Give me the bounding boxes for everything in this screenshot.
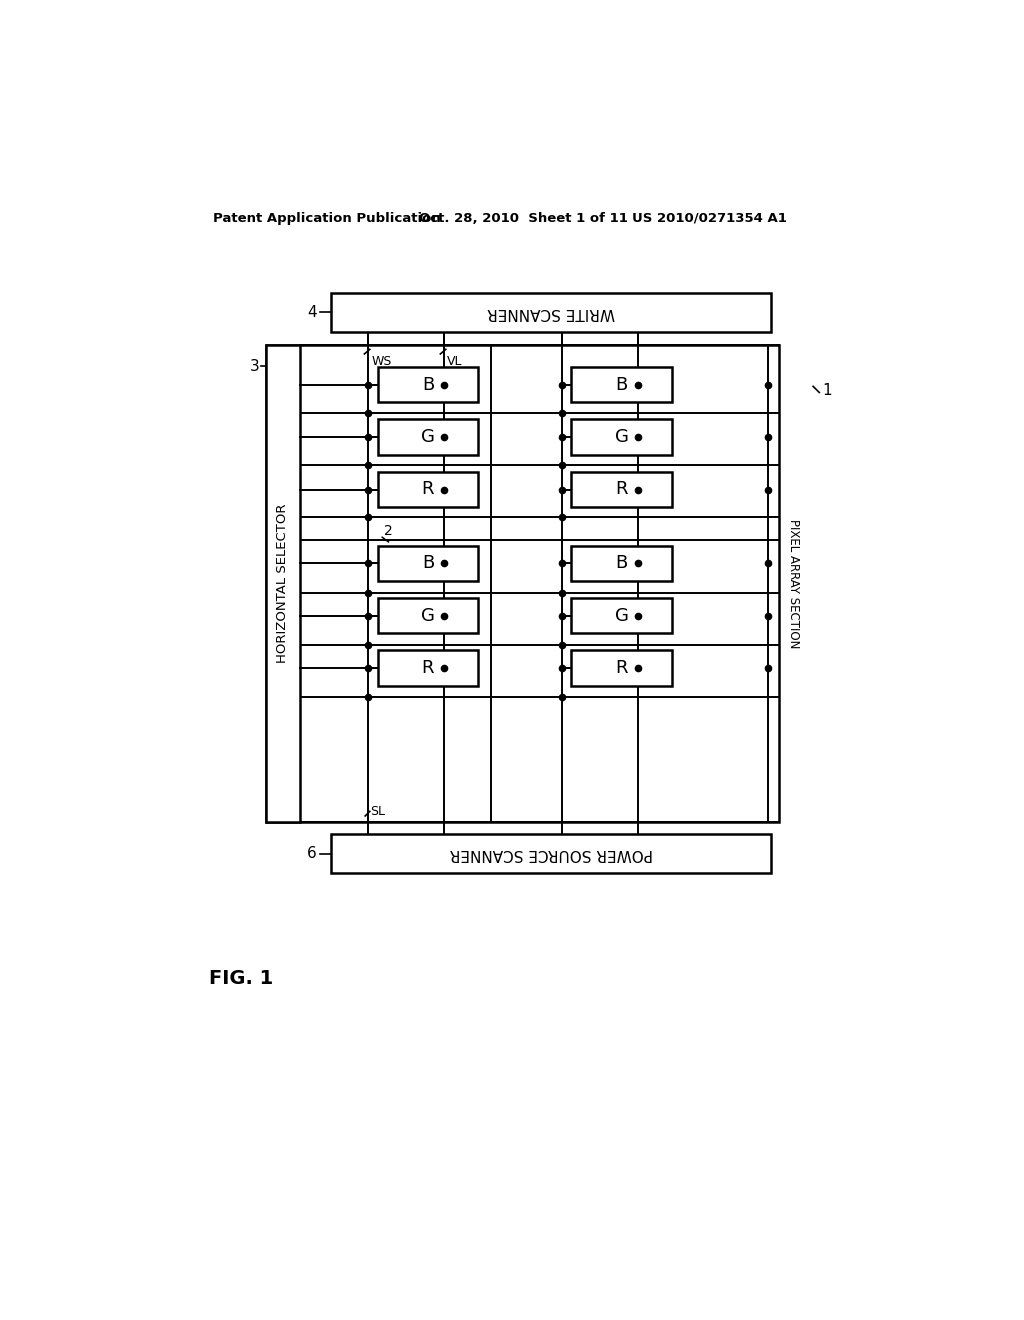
Text: R: R [422,659,434,677]
Text: POWER SOURCE SCANNER: POWER SOURCE SCANNER [450,846,652,861]
Bar [571,367,672,403]
Text: B: B [615,376,628,393]
Text: B: B [422,376,434,393]
Text: VL: VL [447,355,463,368]
Text: 6: 6 [307,846,317,861]
Text: G: G [614,607,629,624]
Text: G: G [421,428,435,446]
Text: R: R [615,659,628,677]
Text: PIXEL ARRAY SECTION: PIXEL ARRAY SECTION [786,519,800,648]
Bar [378,420,478,455]
Text: R: R [422,480,434,499]
Text: HORIZONTAL SELECTOR: HORIZONTAL SELECTOR [276,504,290,663]
Bar [571,545,672,581]
Bar [571,651,672,686]
Bar [378,367,478,403]
Text: Patent Application Publication: Patent Application Publication [213,213,441,224]
Text: 3: 3 [250,359,260,374]
Bar [266,345,300,822]
Text: B: B [615,554,628,573]
Bar [571,598,672,634]
Text: SL: SL [371,805,386,818]
Bar [378,598,478,634]
Text: 4: 4 [307,305,317,319]
Bar [331,293,771,331]
Text: WRITE SCANNER: WRITE SCANNER [487,305,615,319]
Text: US 2010/0271354 A1: US 2010/0271354 A1 [632,213,786,224]
Text: B: B [422,554,434,573]
Bar [571,471,672,507]
Text: G: G [614,428,629,446]
Bar [378,651,478,686]
Text: R: R [615,480,628,499]
Text: WS: WS [372,355,392,368]
Text: Oct. 28, 2010  Sheet 1 of 11: Oct. 28, 2010 Sheet 1 of 11 [419,213,628,224]
Text: FIG. 1: FIG. 1 [209,969,273,987]
Text: 1: 1 [822,383,833,399]
Bar [378,545,478,581]
Bar [571,420,672,455]
Bar [266,345,779,822]
Bar [331,834,771,873]
Bar [378,471,478,507]
Text: 2: 2 [384,524,392,539]
Text: G: G [421,607,435,624]
